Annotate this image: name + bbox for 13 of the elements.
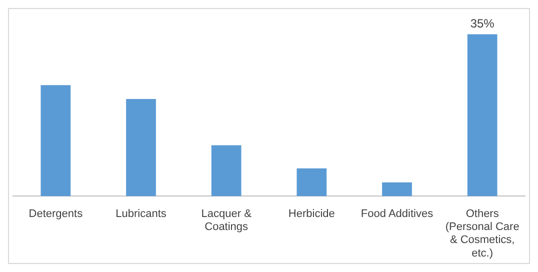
- x-tick-label: Lubricants: [116, 208, 167, 220]
- x-tick-label: Lacquer & Coatings: [201, 208, 252, 234]
- bar: [296, 168, 327, 196]
- bar: [382, 182, 412, 196]
- bar: [467, 34, 498, 196]
- bar: [40, 85, 71, 196]
- x-tick-label: Herbicide: [288, 208, 335, 220]
- x-tick-label: Detergents: [28, 208, 84, 220]
- bar: [211, 145, 242, 196]
- data-label: 35%: [470, 16, 495, 31]
- bar: [126, 99, 156, 196]
- x-tick-label: Food Additives: [360, 208, 434, 220]
- x-tick-label: Others (Personal Care & Cosmetics, etc.): [445, 208, 520, 260]
